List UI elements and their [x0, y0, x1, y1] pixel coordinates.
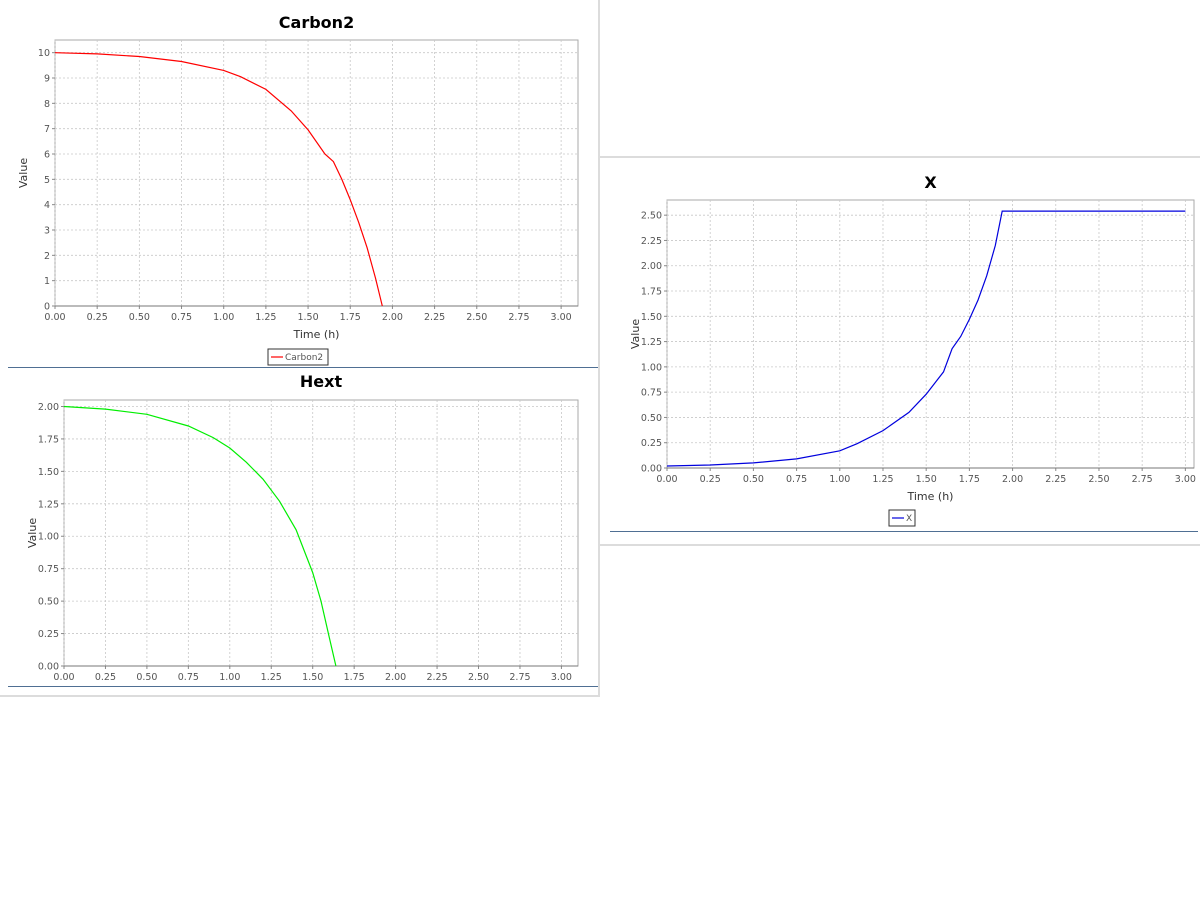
- x-axis-label: Time (h): [907, 490, 954, 503]
- y-tick-label: 0.75: [38, 564, 59, 575]
- plot-area: [63, 399, 579, 667]
- y-tick-label: 0.50: [641, 413, 662, 424]
- series-line-hext: [63, 405, 337, 667]
- x-tick-label: 1.25: [261, 672, 282, 683]
- y-axis-label: Value: [26, 518, 39, 548]
- y-tick-label: 1.50: [38, 467, 59, 478]
- x-tick-label: 1.75: [344, 672, 365, 683]
- y-tick-label: 2.00: [38, 402, 59, 413]
- y-tick-label: 3: [44, 226, 50, 237]
- x-tick-label: 1.25: [255, 312, 276, 323]
- y-tick-label: 1.00: [641, 362, 662, 373]
- panel-divider: [8, 367, 598, 368]
- x-tick-label: 0.50: [129, 312, 150, 323]
- x-tick-label: 2.50: [466, 312, 487, 323]
- series-line-carbon2: [54, 52, 383, 307]
- chart-title: Carbon2: [279, 13, 354, 32]
- y-tick-label: 10: [38, 48, 50, 59]
- y-tick-label: 0.75: [641, 388, 662, 399]
- chart-title: Hext: [300, 372, 343, 391]
- carbon2-chart: Carbon2 0.00 0.25 0.50 0.75 1.00 1.25 1.50 1.75 2…: [17, 13, 579, 366]
- x-tick-label: 1.25: [872, 474, 893, 485]
- y-tick-label: 1.50: [641, 312, 662, 323]
- x-tick-label: 2.25: [426, 672, 447, 683]
- y-tick-label: 1.75: [38, 434, 59, 445]
- x-tick-label: 2.25: [424, 312, 445, 323]
- y-tick-label: 2.50: [641, 211, 662, 222]
- y-tick-label: 0.50: [38, 597, 59, 608]
- x-tick-label: 2.75: [1132, 474, 1153, 485]
- legend-label: X: [906, 514, 912, 524]
- x-tick-label: 0.25: [700, 474, 721, 485]
- x-tick-label: 3.00: [551, 312, 572, 323]
- x-tick-label: 0.75: [178, 672, 199, 683]
- y-tick-label: 0.25: [641, 438, 662, 449]
- y-tick-label: 7: [44, 124, 50, 135]
- x-tick-label: 0.00: [53, 672, 74, 683]
- x-tick-label: 0.00: [44, 312, 65, 323]
- hext-chart: Hext 0.00 0.25 0.50 0.75 1.00 1.25 1.50 1.75 2.00…: [26, 372, 579, 683]
- y-tick-label: 1.00: [38, 532, 59, 543]
- x-tick-label: 1.00: [219, 672, 240, 683]
- y-tick-label: 1.25: [641, 337, 662, 348]
- plot-area: [54, 39, 579, 307]
- y-tick-label: 0: [44, 302, 50, 313]
- x-tick-label: 0.50: [743, 474, 764, 485]
- y-tick-label: 0.00: [641, 464, 662, 475]
- x-tick-label: 3.00: [551, 672, 572, 683]
- x-tick-label: 1.00: [829, 474, 850, 485]
- x-tick-label: 2.75: [508, 312, 529, 323]
- legend-label: Carbon2: [285, 353, 323, 363]
- y-axis-label: Value: [629, 319, 642, 349]
- y-tick-label: 0.25: [38, 629, 59, 640]
- x-tick-label: 1.75: [340, 312, 361, 323]
- x-tick-label: 2.50: [1088, 474, 1109, 485]
- x-tick-label: 2.75: [509, 672, 530, 683]
- y-tick-label: 4: [44, 200, 50, 211]
- x-tick-label: 0.25: [95, 672, 116, 683]
- x-chart: X 0.00 0.25 0.50 0.75 1.00 1.25 1.50 1.75 2.00 2.2…: [629, 173, 1196, 527]
- x-tick-label: 2.00: [385, 672, 406, 683]
- x-tick-label: 2.00: [1002, 474, 1023, 485]
- y-tick-label: 1: [44, 276, 50, 287]
- y-tick-label: 2.25: [641, 236, 662, 247]
- y-tick-label: 1.75: [641, 287, 662, 298]
- panel-bottom-rule: [8, 686, 598, 687]
- legend-box: [267, 348, 329, 366]
- y-tick-label: 9: [44, 74, 50, 85]
- x-tick-label: 0.75: [786, 474, 807, 485]
- plot-area: [666, 199, 1195, 469]
- x-tick-label: 2.25: [1045, 474, 1066, 485]
- x-tick-label: 1.50: [302, 672, 323, 683]
- y-tick-label: 2.00: [641, 261, 662, 272]
- x-tick-label: 2.00: [382, 312, 403, 323]
- x-tick-label: 0.00: [656, 474, 677, 485]
- x-tick-label: 0.25: [87, 312, 108, 323]
- x-tick-label: 1.50: [916, 474, 937, 485]
- x-tick-label: 0.50: [136, 672, 157, 683]
- y-tick-label: 5: [44, 175, 50, 186]
- y-tick-label: 6: [44, 150, 50, 161]
- x-tick-label: 1.75: [959, 474, 980, 485]
- y-tick-label: 1.25: [38, 499, 59, 510]
- y-tick-label: 0.00: [38, 662, 59, 673]
- chart-title: X: [924, 173, 937, 192]
- right-chart-panel: X 0.00 0.25 0.50 0.75 1.00 1.25 1.50 1.75 2.00 2.2…: [598, 156, 1200, 546]
- series-line-x: [666, 210, 1186, 467]
- x-axis-label: Time (h): [293, 328, 340, 341]
- y-tick-label: 8: [44, 99, 50, 110]
- x-tick-label: 0.75: [171, 312, 192, 323]
- x-tick-label: 1.50: [297, 312, 318, 323]
- y-tick-label: 2: [44, 251, 50, 262]
- x-tick-label: 3.00: [1175, 474, 1196, 485]
- panel-bottom-rule: [610, 531, 1198, 532]
- y-axis-label: Value: [17, 158, 30, 188]
- x-tick-label: 2.50: [468, 672, 489, 683]
- x-tick-label: 1.00: [213, 312, 234, 323]
- left-chart-panel: Carbon2 0.00 0.25 0.50 0.75 1.00 1.25 1.50 1.75 2…: [0, 0, 600, 697]
